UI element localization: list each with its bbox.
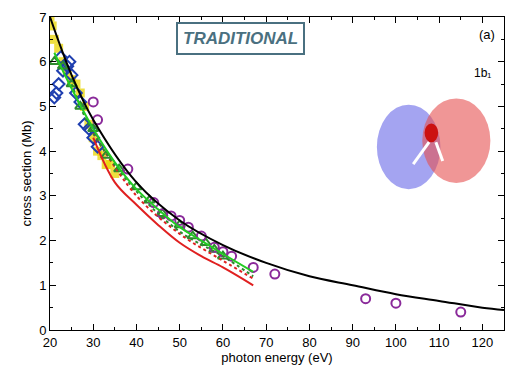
svg-text:1b₁: 1b₁	[474, 66, 491, 80]
svg-text:cross section (Mb): cross section (Mb)	[19, 120, 34, 226]
svg-text:0: 0	[39, 323, 46, 338]
svg-text:100: 100	[385, 335, 407, 350]
svg-text:110: 110	[429, 335, 450, 350]
svg-text:80: 80	[302, 335, 316, 350]
svg-text:7: 7	[39, 10, 46, 25]
svg-text:30: 30	[86, 335, 100, 350]
svg-text:4: 4	[39, 144, 46, 159]
svg-text:120: 120	[472, 335, 494, 350]
svg-text:50: 50	[172, 335, 186, 350]
svg-text:2: 2	[39, 233, 46, 248]
svg-text:90: 90	[345, 335, 359, 350]
svg-text:1: 1	[39, 278, 46, 293]
svg-text:photon energy (eV): photon energy (eV)	[221, 350, 332, 365]
svg-text:6: 6	[39, 54, 46, 69]
svg-text:70: 70	[259, 335, 273, 350]
svg-text:20: 20	[43, 335, 57, 350]
svg-text:(a): (a)	[479, 27, 495, 42]
svg-text:40: 40	[129, 335, 143, 350]
svg-text:3: 3	[39, 188, 46, 203]
svg-text:TRADITIONAL: TRADITIONAL	[183, 29, 298, 48]
svg-text:60: 60	[216, 335, 230, 350]
svg-text:5: 5	[39, 99, 46, 114]
